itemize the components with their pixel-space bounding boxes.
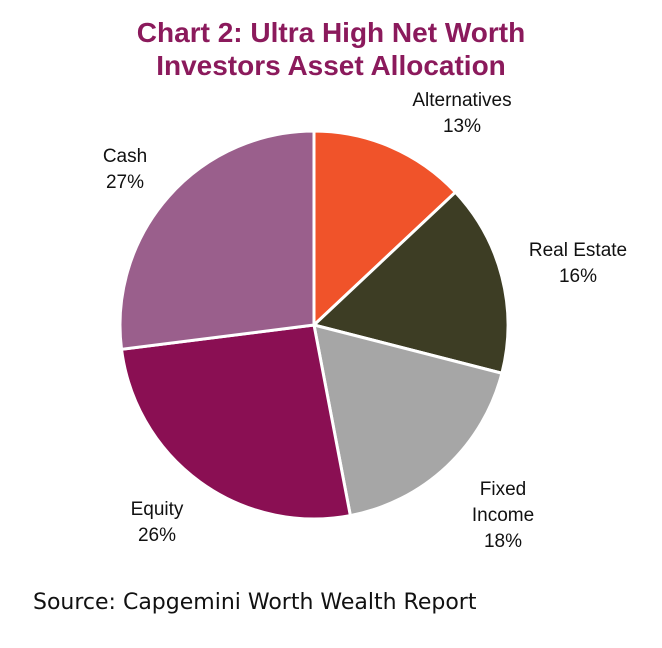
slice-value: 26% [137, 525, 177, 546]
chart-title-line-1: Chart 2: Ultra High Net Worth [136, 17, 526, 48]
label-fixed-income: Fixed Income 18% [463, 477, 543, 555]
pie-slice-real-estate [310, 190, 510, 376]
pie-slice-alternatives [312, 129, 458, 329]
pie-slice-fixed-income [312, 322, 504, 518]
slice-label: Real Estate [528, 240, 628, 261]
pie-slice-equity [119, 323, 353, 521]
slice-label: Fixed Income [471, 479, 535, 526]
source-note: Source: Capgemini Worth Wealth Report [33, 590, 477, 615]
label-real-estate: Real Estate 16% [529, 238, 627, 290]
slice-label: Equity [130, 499, 184, 520]
pie-slice-cash [118, 129, 316, 351]
slice-value: 13% [442, 116, 482, 137]
label-equity: Equity 26% [131, 497, 184, 549]
slice-value: 18% [483, 531, 523, 552]
slice-label: Alternatives [412, 90, 512, 111]
label-cash: Cash 27% [103, 144, 147, 196]
chart-title-line-2: Investors Asset Allocation [156, 50, 506, 81]
slice-value: 16% [558, 266, 598, 287]
label-alternatives: Alternatives 13% [412, 88, 511, 140]
slice-value: 27% [105, 172, 145, 193]
slice-label: Cash [102, 146, 148, 167]
